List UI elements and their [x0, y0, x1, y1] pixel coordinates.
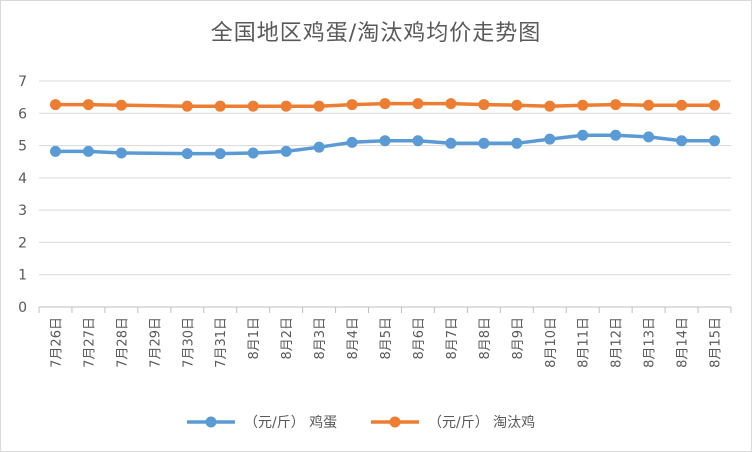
- data-point-1: [313, 100, 325, 112]
- data-point-1: [643, 99, 655, 111]
- data-point-0: [247, 147, 259, 159]
- data-point-0: [643, 131, 655, 143]
- y-tick-label: 6: [18, 106, 27, 122]
- x-tick-label: 7月27日: [82, 317, 97, 368]
- x-tick-label: 8月14日: [676, 317, 691, 368]
- data-point-0: [544, 133, 556, 145]
- x-tick-label: 8月1日: [247, 317, 262, 360]
- y-tick-label: 4: [18, 171, 27, 187]
- data-point-1: [247, 100, 259, 112]
- y-tick-label: 1: [18, 268, 27, 284]
- x-tick-label: 8月9日: [511, 317, 526, 360]
- x-tick-label: 7月29日: [148, 317, 163, 368]
- data-point-1: [511, 99, 523, 111]
- x-tick-label: 8月7日: [445, 317, 460, 360]
- data-point-0: [214, 148, 226, 160]
- data-point-0: [181, 148, 193, 160]
- data-point-1: [412, 98, 424, 110]
- y-tick-label: 7: [18, 74, 27, 90]
- data-point-0: [379, 135, 391, 147]
- data-point-1: [115, 99, 127, 111]
- data-point-0: [49, 145, 61, 157]
- data-point-1: [49, 99, 61, 111]
- x-tick-label: 8月2日: [280, 317, 295, 360]
- x-tick-label: 8月13日: [643, 317, 658, 368]
- data-point-1: [82, 99, 94, 111]
- legend-swatch-marker: [205, 416, 217, 428]
- x-tick-label: 8月3日: [313, 317, 328, 360]
- data-point-1: [544, 100, 556, 112]
- x-tick-label: 8月6日: [412, 317, 427, 360]
- data-point-0: [676, 135, 688, 147]
- x-tick-label: 7月31日: [214, 317, 229, 368]
- data-point-0: [511, 137, 523, 149]
- data-point-1: [346, 99, 358, 111]
- data-point-1: [676, 99, 688, 111]
- data-point-1: [214, 100, 226, 112]
- legend-label: （元/斤） 鸡蛋: [244, 414, 337, 431]
- y-tick-label: 2: [18, 235, 27, 251]
- x-tick-label: 8月8日: [478, 317, 493, 360]
- data-point-1: [445, 98, 457, 110]
- data-point-0: [313, 141, 325, 153]
- x-tick-label: 8月15日: [709, 317, 724, 368]
- x-tick-label: 7月30日: [181, 317, 196, 368]
- data-point-1: [709, 99, 721, 111]
- data-point-0: [115, 147, 127, 159]
- x-tick-label: 8月10日: [544, 317, 559, 368]
- x-tick-label: 8月4日: [346, 317, 361, 360]
- data-point-0: [478, 137, 490, 149]
- y-tick-label: 5: [18, 139, 27, 155]
- x-tick-label: 7月28日: [115, 317, 130, 368]
- data-point-1: [379, 98, 391, 110]
- legend-label: （元/斤） 淘汰鸡: [428, 414, 535, 431]
- data-point-1: [478, 99, 490, 111]
- data-point-0: [412, 135, 424, 147]
- data-point-1: [181, 100, 193, 112]
- x-tick-label: 7月26日: [49, 317, 64, 368]
- data-point-0: [280, 145, 292, 157]
- x-tick-label: 8月11日: [577, 317, 592, 368]
- legend-swatch-marker: [389, 416, 401, 428]
- data-point-0: [577, 129, 589, 141]
- data-point-0: [346, 136, 358, 148]
- x-tick-label: 8月12日: [610, 317, 625, 368]
- data-point-1: [280, 100, 292, 112]
- data-point-0: [610, 129, 622, 141]
- x-tick-label: 8月5日: [379, 317, 394, 360]
- y-tick-label: 0: [18, 300, 27, 316]
- data-point-0: [709, 135, 721, 147]
- data-point-0: [445, 137, 457, 149]
- data-point-1: [577, 99, 589, 111]
- data-point-1: [610, 99, 622, 111]
- chart-title: 全国地区鸡蛋/淘汰鸡均价走势图: [210, 21, 542, 46]
- data-point-0: [82, 145, 94, 157]
- y-tick-label: 3: [18, 203, 27, 219]
